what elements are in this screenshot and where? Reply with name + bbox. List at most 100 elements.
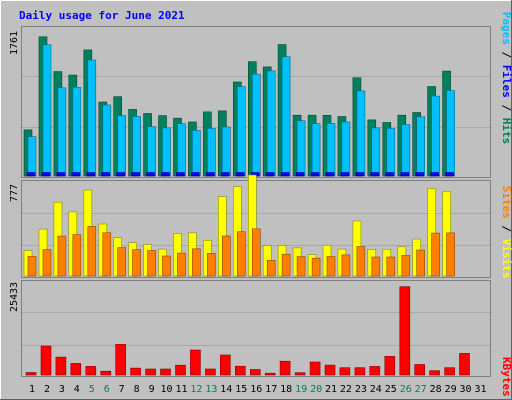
x-tick-label-19: 19 (295, 384, 307, 395)
bar-files-day-15 (237, 86, 246, 177)
x-tick-label-3: 3 (59, 384, 65, 395)
y-max-label-visits: 777 (9, 184, 20, 202)
bar-sites-day-26 (401, 255, 411, 277)
legend-files: Files (500, 65, 512, 98)
bar-kbytes-day-22 (339, 367, 351, 376)
legend-hits: Hits (500, 118, 512, 145)
x-tick-label-28: 28 (430, 384, 442, 395)
x-tick-label-1: 1 (29, 384, 35, 395)
bar-pages-day-3 (56, 172, 66, 177)
x-tick-label-11: 11 (175, 384, 187, 395)
x-tick-label-8: 8 (134, 384, 140, 395)
x-tick-label-21: 21 (325, 384, 337, 395)
legend-sites: Sites (500, 186, 512, 219)
bar-kbytes-day-30 (459, 353, 470, 376)
bar-files-day-3 (57, 87, 67, 177)
svg-text:Pages / Files / Hits: Pages / Files / Hits (500, 12, 512, 145)
legend-visits: Visits (500, 239, 512, 279)
bar-kbytes-day-6 (100, 370, 112, 376)
bar-files-day-10 (162, 127, 171, 177)
bar-pages-day-5 (86, 172, 96, 177)
bar-pages-day-4 (71, 172, 81, 177)
bar-files-day-25 (386, 128, 396, 177)
bar-kbytes-day-16 (250, 369, 261, 376)
x-tick-label-16: 16 (250, 384, 262, 395)
bar-files-day-6 (102, 104, 112, 177)
bar-kbytes-day-1 (25, 372, 37, 376)
bar-kbytes-day-13 (205, 368, 216, 376)
bar-pages-day-1 (26, 172, 36, 177)
panel-kbytes-bg (21, 280, 491, 377)
bar-files-day-28 (431, 95, 440, 177)
bar-kbytes-day-3 (55, 356, 67, 376)
bar-files-day-5 (87, 59, 97, 177)
bar-sites-day-16 (252, 228, 261, 277)
legend-visits-panel: Sites / Visits (500, 186, 512, 279)
x-tick-label-22: 22 (340, 384, 352, 395)
bar-pages-day-7 (116, 172, 125, 177)
y-max-label-kbytes: 25433 (9, 282, 20, 312)
bar-kbytes-day-5 (85, 366, 97, 376)
bar-pages-day-25 (385, 172, 395, 177)
bar-pages-day-27 (415, 172, 425, 177)
bar-sites-day-10 (162, 255, 171, 277)
x-tick-label-5: 5 (89, 384, 95, 395)
x-tick-label-10: 10 (160, 384, 172, 395)
bar-files-day-14 (222, 126, 231, 177)
bar-files-day-27 (416, 116, 426, 177)
bar-sites-day-21 (326, 256, 336, 277)
bar-pages-day-13 (206, 172, 215, 177)
x-tick-label-20: 20 (310, 384, 322, 395)
x-tick-label-30: 30 (459, 384, 471, 395)
bar-kbytes-day-11 (175, 364, 186, 376)
bar-files-day-8 (132, 116, 141, 177)
bar-files-day-4 (72, 87, 82, 177)
legend-kbytes: KBytes (500, 357, 512, 397)
bar-files-day-21 (326, 123, 336, 177)
x-tick-labels: 1 2 3 4 5 6 7 8 9 10 11 12 13 14 15 16 17 18 19 20 21 22 23 24 2… (29, 384, 487, 395)
x-tick-label-14: 14 (220, 384, 232, 395)
bar-kbytes-day-21 (324, 364, 336, 376)
bar-files-day-17 (266, 70, 276, 177)
x-tick-label-18: 18 (280, 384, 292, 395)
bar-kbytes-day-28 (429, 370, 440, 376)
bar-kbytes-day-14 (220, 354, 231, 376)
bar-sites-day-2 (42, 249, 52, 277)
bar-sites-day-23 (356, 246, 366, 277)
bar-kbytes-day-12 (190, 349, 201, 376)
bars-layer (23, 36, 470, 376)
bar-kbytes-day-20 (309, 361, 321, 376)
bar-kbytes-day-27 (414, 364, 426, 376)
bar-sites-day-29 (446, 232, 455, 277)
svg-text:Sites / Visits: Sites / Visits (500, 186, 512, 279)
x-tick-label-24: 24 (370, 384, 382, 395)
bar-kbytes-day-24 (369, 366, 381, 376)
x-tick-label-15: 15 (235, 384, 247, 395)
bar-pages-day-11 (176, 172, 185, 177)
bar-kbytes-day-18 (279, 360, 291, 376)
bar-files-day-20 (311, 123, 321, 177)
bar-kbytes-day-4 (70, 363, 82, 376)
bar-sites-day-24 (371, 256, 381, 277)
bar-sites-day-14 (222, 235, 231, 277)
bar-kbytes-day-25 (384, 355, 396, 376)
bar-files-day-16 (252, 73, 261, 177)
bar-pages-day-21 (325, 172, 335, 177)
bar-sites-day-20 (311, 257, 321, 277)
x-tick-label-2: 2 (44, 384, 50, 395)
bar-kbytes-day-15 (235, 365, 246, 376)
bar-pages-day-8 (131, 172, 140, 177)
bar-pages-day-26 (400, 172, 410, 177)
bar-sites-day-25 (386, 256, 396, 277)
bar-kbytes-day-17 (264, 372, 276, 376)
bar-pages-day-29 (445, 172, 454, 177)
bar-sites-day-6 (102, 232, 112, 277)
legend-hits-panel: Pages / Files / Hits (500, 12, 512, 145)
bar-sites-day-9 (147, 250, 156, 277)
x-tick-label-9: 9 (149, 384, 155, 395)
y-max-label-hits: 1761 (9, 31, 20, 55)
bar-files-day-26 (401, 124, 411, 177)
bar-sites-day-27 (416, 249, 426, 277)
bar-sites-day-8 (132, 249, 141, 277)
bar-pages-day-15 (236, 172, 245, 177)
